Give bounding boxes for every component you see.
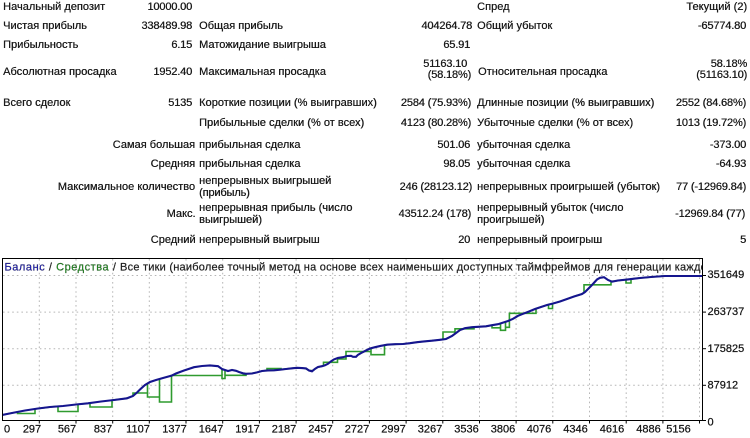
svg-text:3536: 3536 (454, 423, 478, 435)
svg-text:567: 567 (58, 423, 76, 435)
svg-text:1107: 1107 (126, 423, 150, 435)
svg-text:4346: 4346 (563, 423, 587, 435)
svg-text:175825: 175825 (708, 343, 745, 355)
svg-text:5156: 5156 (666, 423, 690, 435)
svg-text:2997: 2997 (381, 423, 405, 435)
svg-text:4616: 4616 (600, 423, 624, 435)
svg-text:0: 0 (708, 416, 714, 428)
svg-text:3806: 3806 (491, 423, 515, 435)
svg-text:2727: 2727 (345, 423, 369, 435)
svg-text:1377: 1377 (162, 423, 186, 435)
svg-text:2457: 2457 (308, 423, 332, 435)
svg-text:351649: 351649 (708, 269, 745, 281)
svg-text:297: 297 (23, 423, 41, 435)
svg-text:4076: 4076 (527, 423, 551, 435)
svg-text:87912: 87912 (708, 379, 739, 391)
svg-text:263737: 263737 (708, 306, 745, 318)
svg-text:3267: 3267 (418, 423, 442, 435)
svg-text:0: 0 (4, 423, 10, 435)
svg-text:1917: 1917 (235, 423, 259, 435)
svg-text:Баланс / Средства / Все тики (: Баланс / Средства / Все тики (наиболее т… (5, 261, 748, 273)
svg-text:1647: 1647 (199, 423, 223, 435)
svg-text:837: 837 (94, 423, 112, 435)
svg-text:4886: 4886 (636, 423, 660, 435)
svg-text:2187: 2187 (272, 423, 296, 435)
